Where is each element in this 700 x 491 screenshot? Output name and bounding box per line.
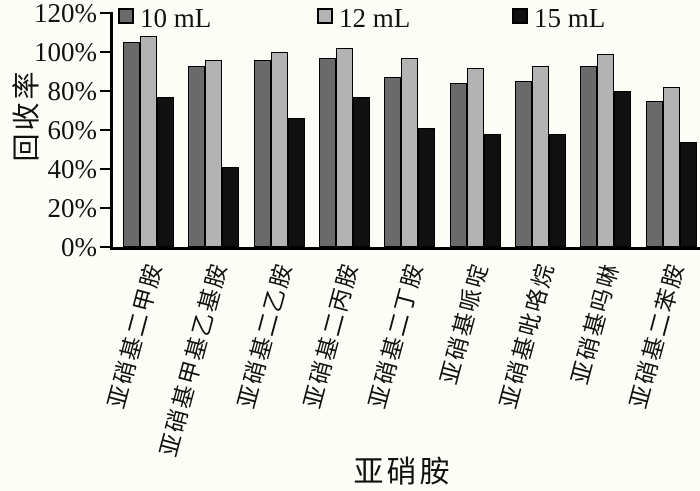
y-axis-tick-label: 20%	[47, 193, 98, 223]
bar-group	[113, 13, 178, 247]
x-axis-category-label: 亚硝基二苯胺	[626, 259, 690, 412]
bar-12mL-6	[466, 67, 484, 247]
y-axis-tick-labels: 0% 20% 40% 60% 80% 100% 120%	[0, 0, 98, 262]
bar-10mL-4	[319, 57, 336, 247]
bar-10mL-1	[123, 42, 140, 247]
y-axis-tick	[100, 207, 113, 209]
x-axis-category-label: 亚硝基吡咯烷	[495, 259, 559, 412]
bar-10mL-3	[253, 59, 271, 247]
bar-10mL-6	[449, 83, 467, 247]
x-axis-category-label: 亚硝基吗啉	[567, 259, 624, 388]
y-axis-tick-label: 60%	[47, 115, 98, 145]
bar-12mL-2	[205, 59, 223, 247]
bar-group	[374, 13, 439, 247]
bar-group	[309, 13, 374, 247]
legend-swatch-icon	[317, 8, 333, 24]
chart-legend: 10 mL 12 mL 15 mL	[0, 0, 700, 36]
y-axis-tick-label: 40%	[47, 154, 98, 184]
y-axis-tick-label: 80%	[47, 76, 98, 106]
bar-15mL-2	[222, 167, 240, 247]
y-axis-tick	[100, 51, 113, 53]
bar-12mL-9	[662, 87, 680, 247]
bar-15mL-1	[157, 96, 174, 247]
bar-15mL-4	[353, 96, 370, 247]
bar-12mL-8	[597, 53, 615, 247]
bar-12mL-1	[140, 36, 157, 247]
y-axis-tick	[100, 168, 113, 170]
bar-12mL-7	[532, 65, 549, 247]
bar-group	[178, 13, 243, 247]
y-axis-tick	[100, 12, 113, 14]
bar-group	[570, 13, 635, 247]
y-axis-tick	[100, 90, 113, 92]
bar-10mL-7	[515, 81, 532, 247]
x-axis-category-label: 亚硝基甲基乙基胺	[155, 259, 232, 460]
bar-group	[636, 13, 700, 247]
y-axis-tick-label: 120%	[34, 0, 97, 28]
bar-10mL-5	[384, 77, 402, 247]
y-axis-tick-label: 100%	[34, 37, 97, 67]
bar-group	[244, 13, 309, 247]
bar-15mL-3	[287, 118, 305, 247]
plot-area	[100, 12, 700, 250]
bar-10mL-9	[645, 100, 663, 247]
legend-label: 10 mL	[140, 3, 212, 33]
x-axis-category-label: 亚硝基哌啶	[436, 259, 494, 388]
y-axis-tick	[100, 246, 113, 248]
bar-12mL-5	[401, 57, 419, 247]
bar-15mL-7	[549, 133, 566, 247]
x-axis-category-label: 亚硝基二甲胺	[103, 259, 167, 412]
bar-10mL-8	[580, 65, 598, 247]
y-axis-tick	[100, 129, 113, 131]
bar-15mL-9	[679, 141, 697, 247]
x-axis-category-label: 亚硝基二乙胺	[234, 259, 298, 412]
bar-group	[505, 13, 570, 247]
bar-12mL-4	[336, 48, 353, 247]
bar-group	[440, 13, 505, 247]
legend-label: 12 mL	[339, 3, 411, 33]
y-axis-tick-label: 0%	[61, 232, 97, 262]
bar-15mL-8	[614, 91, 632, 247]
legend-swatch-icon	[512, 8, 528, 24]
x-axis-title: 亚硝胺	[353, 456, 453, 489]
x-axis-category-label: 亚硝基二丙胺	[299, 259, 363, 412]
bar-12mL-3	[270, 52, 288, 247]
bar-15mL-5	[418, 128, 436, 247]
legend-label: 15 mL	[534, 3, 606, 33]
legend-swatch-icon	[118, 8, 134, 24]
x-axis-category-label: 亚硝基二丁胺	[364, 259, 428, 412]
bar-10mL-2	[188, 65, 206, 247]
bar-15mL-6	[483, 133, 501, 247]
